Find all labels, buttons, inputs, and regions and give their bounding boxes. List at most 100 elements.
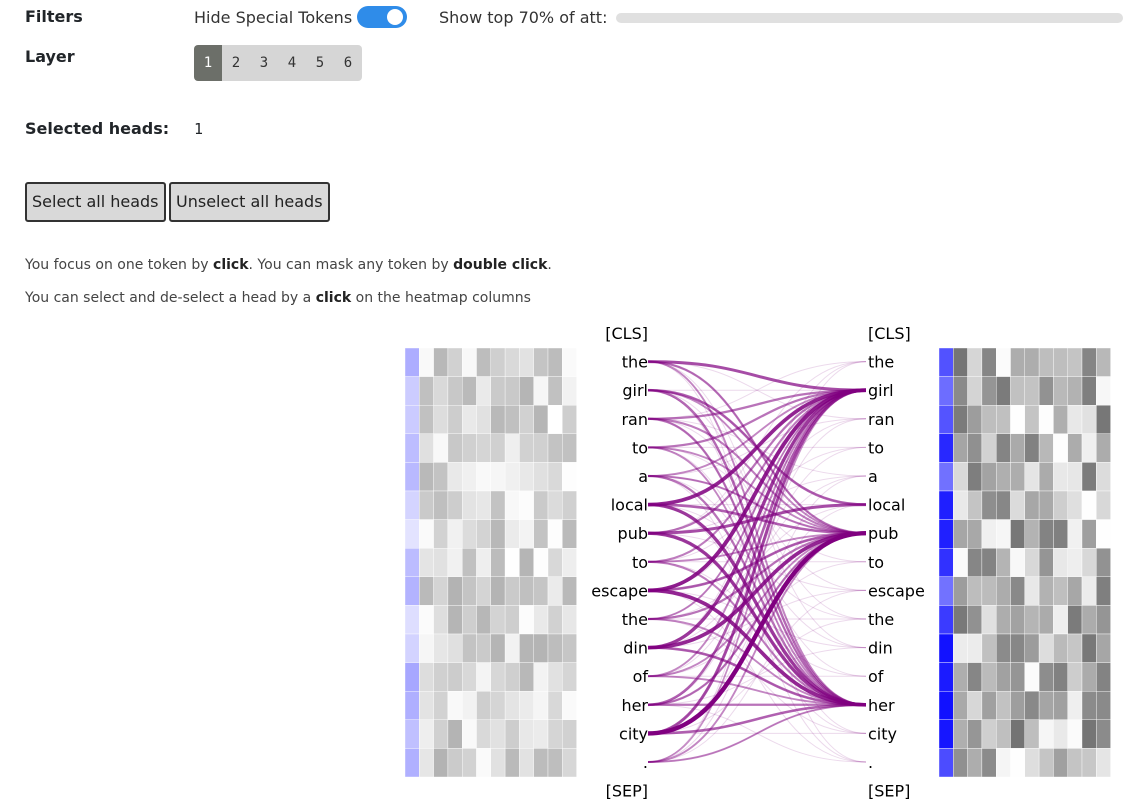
heatmap-cell[interactable]	[1010, 748, 1026, 778]
heatmap-cell[interactable]	[433, 519, 449, 549]
heatmap-cell[interactable]	[938, 462, 954, 492]
heatmap-cell[interactable]	[547, 748, 563, 778]
heatmap-cell[interactable]	[433, 376, 449, 406]
heatmap-cell[interactable]	[1096, 548, 1111, 578]
heatmap-cell[interactable]	[476, 433, 492, 463]
heatmap-cell[interactable]	[476, 548, 492, 578]
heatmap-cell[interactable]	[1053, 691, 1068, 721]
heatmap-cell[interactable]	[447, 376, 463, 406]
heatmap-cell[interactable]	[1081, 548, 1097, 578]
heatmap-cell[interactable]	[504, 691, 520, 721]
heatmap-cell[interactable]	[1081, 662, 1097, 692]
heatmap-cell[interactable]	[404, 691, 420, 721]
heatmap-cell[interactable]	[1067, 519, 1083, 549]
right-token[interactable]: [SEP]	[868, 782, 910, 801]
heatmap-cell[interactable]	[1053, 576, 1068, 606]
heatmap-cell[interactable]	[504, 347, 520, 377]
heatmap-cell[interactable]	[1096, 605, 1111, 635]
heatmap-cell[interactable]	[433, 347, 449, 377]
heatmap-cell[interactable]	[967, 662, 983, 692]
heatmap-cell[interactable]	[476, 662, 492, 692]
heatmap-cell[interactable]	[547, 576, 563, 606]
heatmap-cell[interactable]	[1024, 605, 1040, 635]
heatmap-cell[interactable]	[476, 519, 492, 549]
right-token[interactable]: .	[868, 753, 873, 772]
heatmap-cell[interactable]	[953, 719, 968, 749]
heatmap-cell[interactable]	[419, 576, 434, 606]
heatmap-cell[interactable]	[404, 405, 420, 435]
heatmap-cell[interactable]	[1067, 433, 1083, 463]
heatmap-cell[interactable]	[447, 405, 463, 435]
heatmap-cell[interactable]	[476, 719, 492, 749]
layer-button-6[interactable]: 6	[334, 45, 362, 81]
heatmap-cell[interactable]	[1024, 576, 1040, 606]
heatmap-cell[interactable]	[404, 462, 420, 492]
heatmap-cell[interactable]	[404, 376, 420, 406]
heatmap-cell[interactable]	[1024, 548, 1040, 578]
heatmap-cell[interactable]	[476, 633, 492, 663]
heatmap-cell[interactable]	[519, 405, 534, 435]
heatmap-cell[interactable]	[476, 605, 492, 635]
heatmap-cell[interactable]	[1081, 748, 1097, 778]
heatmap-cell[interactable]	[504, 519, 520, 549]
heatmap-cell[interactable]	[519, 347, 534, 377]
heatmap-cell[interactable]	[1038, 633, 1054, 663]
heatmap-cell[interactable]	[419, 490, 434, 520]
heatmap-cell[interactable]	[981, 605, 997, 635]
heatmap-cell[interactable]	[476, 462, 492, 492]
heatmap-cell[interactable]	[419, 376, 434, 406]
heatmap-cell[interactable]	[1038, 605, 1054, 635]
left-token[interactable]: city	[619, 724, 648, 743]
heatmap-cell[interactable]	[1067, 576, 1083, 606]
heatmap-cell[interactable]	[490, 719, 506, 749]
heatmap-cell[interactable]	[547, 347, 563, 377]
heatmap-cell[interactable]	[981, 519, 997, 549]
left-token[interactable]: the	[622, 610, 648, 629]
left-token[interactable]: escape	[591, 581, 648, 600]
heatmap-cell[interactable]	[419, 691, 434, 721]
heatmap-cell[interactable]	[1053, 405, 1068, 435]
heatmap-cell[interactable]	[1024, 748, 1040, 778]
heatmap-cell[interactable]	[1024, 433, 1040, 463]
heatmap-cell[interactable]	[967, 462, 983, 492]
heatmap-cell[interactable]	[1053, 347, 1068, 377]
heatmap-cell[interactable]	[490, 548, 506, 578]
heatmap-cell[interactable]	[1096, 633, 1111, 663]
heatmap-cell[interactable]	[1024, 347, 1040, 377]
heatmap-cell[interactable]	[447, 605, 463, 635]
heatmap-cell[interactable]	[953, 605, 968, 635]
heatmap-cell[interactable]	[462, 633, 477, 663]
heatmap-cell[interactable]	[996, 719, 1011, 749]
heatmap-cell[interactable]	[1038, 347, 1054, 377]
heatmap-cell[interactable]	[504, 633, 520, 663]
heatmap-cell[interactable]	[981, 662, 997, 692]
heatmap-cell[interactable]	[433, 576, 449, 606]
left-token[interactable]: to	[632, 553, 648, 572]
heatmap-cell[interactable]	[1081, 605, 1097, 635]
heatmap-cell[interactable]	[447, 691, 463, 721]
heatmap-cell[interactable]	[938, 519, 954, 549]
left-token[interactable]: pub	[618, 524, 648, 543]
heatmap-cell[interactable]	[490, 605, 506, 635]
heatmap-cell[interactable]	[1081, 519, 1097, 549]
heatmap-cell[interactable]	[1081, 462, 1097, 492]
heatmap-cell[interactable]	[996, 490, 1011, 520]
heatmap-cell[interactable]	[504, 576, 520, 606]
heatmap-cell[interactable]	[938, 347, 954, 377]
heatmap-cell[interactable]	[996, 748, 1011, 778]
heatmap-cell[interactable]	[547, 691, 563, 721]
heatmap-cell[interactable]	[404, 519, 420, 549]
heatmap-cell[interactable]	[1038, 662, 1054, 692]
heatmap-cell[interactable]	[447, 462, 463, 492]
heatmap-cell[interactable]	[1081, 490, 1097, 520]
heatmap-cell[interactable]	[519, 576, 534, 606]
heatmap-cell[interactable]	[938, 490, 954, 520]
heatmap-cell[interactable]	[1067, 376, 1083, 406]
heatmap-cell[interactable]	[1053, 548, 1068, 578]
heatmap-cell[interactable]	[967, 376, 983, 406]
heatmap-cell[interactable]	[547, 633, 563, 663]
heatmap-cell[interactable]	[562, 633, 577, 663]
heatmap-cell[interactable]	[419, 633, 434, 663]
heatmap-cell[interactable]	[562, 662, 577, 692]
heatmap-cell[interactable]	[519, 719, 534, 749]
